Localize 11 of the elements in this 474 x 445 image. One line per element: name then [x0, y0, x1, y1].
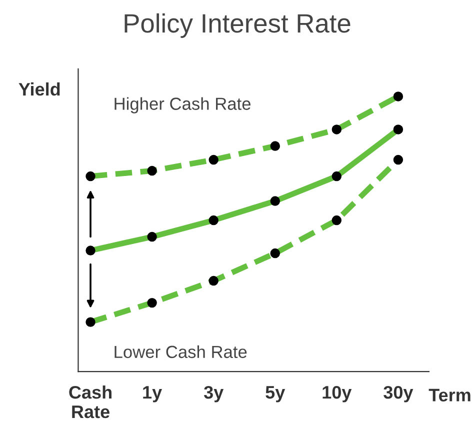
x-tick-label: 30y — [384, 386, 414, 402]
y-axis-title: Yield — [18, 82, 60, 96]
x-tick-label: Cash Rate — [69, 385, 112, 418]
annotation: Lower Cash Rate — [114, 345, 247, 358]
chart-title: Policy Interest Rate — [124, 13, 350, 38]
x-tick-label: 5y — [266, 386, 286, 402]
x-tick-label: 3y — [204, 386, 224, 402]
x-tick-label: 1y — [143, 386, 162, 402]
annotation: Higher Cash Rate — [114, 97, 251, 114]
x-axis-title: Term — [428, 388, 470, 402]
x-tick-label: 10y — [322, 386, 352, 402]
